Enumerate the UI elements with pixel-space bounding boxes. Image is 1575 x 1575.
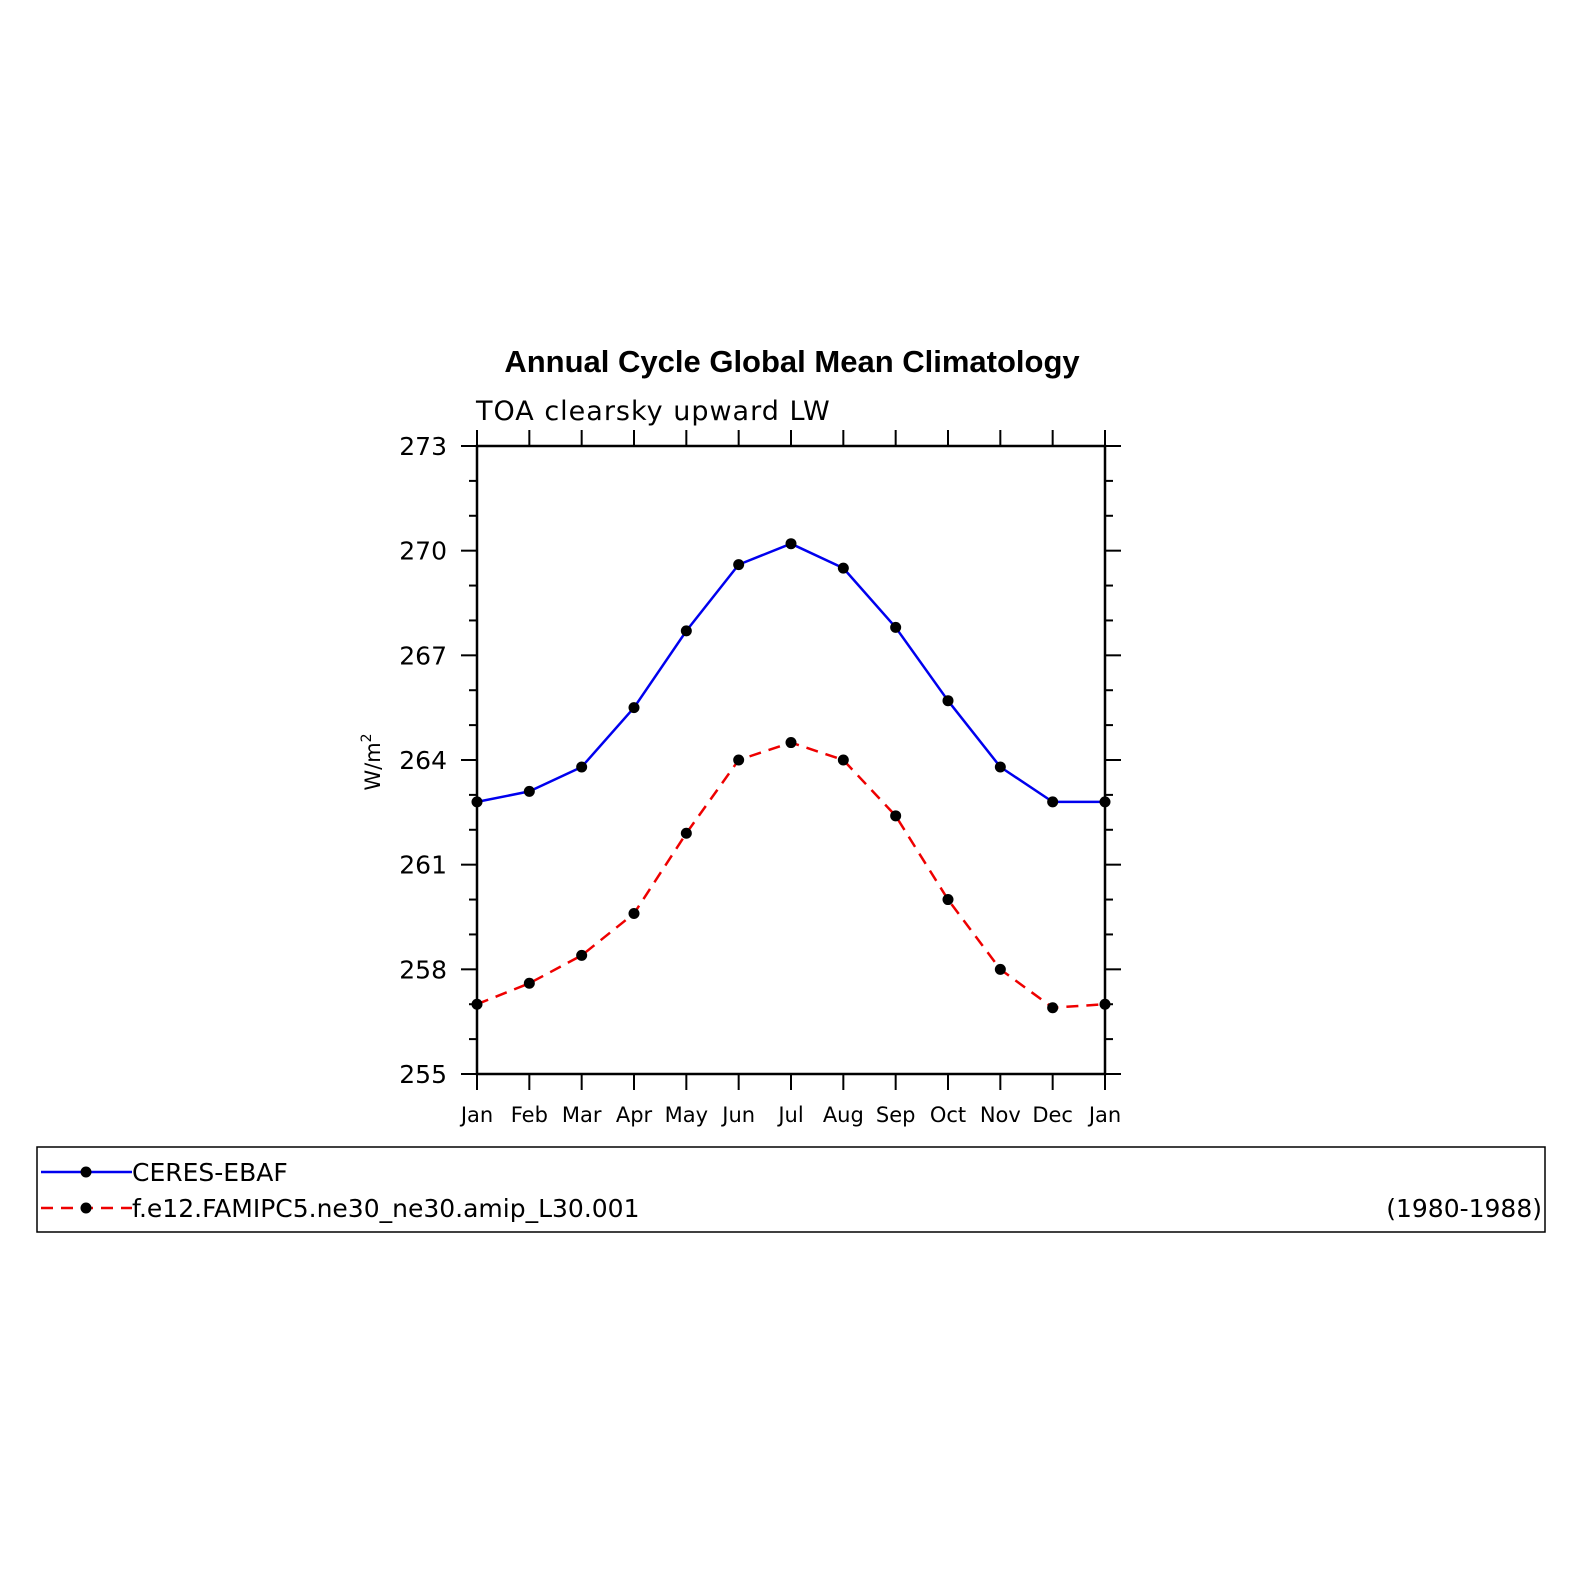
y-tick-label: 258 <box>399 955 447 984</box>
x-tick-label: Jun <box>720 1103 755 1127</box>
series-line-1 <box>476 741 1106 1009</box>
y-axis-label-superscript: 2 <box>359 733 375 742</box>
x-tick-label: Oct <box>930 1103 966 1127</box>
chart-title: Annual Cycle Global Mean Climatology <box>504 344 1080 379</box>
series-0-point <box>837 562 849 574</box>
y-tick-label: 261 <box>399 851 447 880</box>
x-tick-label: Jul <box>776 1103 803 1127</box>
series-0-point <box>680 625 692 637</box>
series-1-point <box>785 737 797 749</box>
series-1-point <box>890 810 902 822</box>
series-1-point <box>994 963 1006 975</box>
x-tick-label: Aug <box>823 1103 864 1127</box>
series-1-point <box>576 949 588 961</box>
x-tick-label: Mar <box>562 1103 602 1127</box>
legend-label-model: f.e12.FAMIPC5.ne30_ne30.amip_L30.001 <box>132 1194 640 1223</box>
legend-box <box>36 1146 1546 1233</box>
legend-marker-model <box>80 1202 92 1214</box>
x-tick-labels: Jan Feb Mar Apr May Jun Jul Aug Sep Oct Nov Dec Jan <box>459 1103 1121 1127</box>
series-0-point <box>576 761 588 773</box>
series-0-point <box>994 761 1006 773</box>
series-layer <box>471 538 1111 1014</box>
x-tick-label: Dec <box>1032 1103 1073 1127</box>
x-tick-label: Jan <box>459 1103 493 1127</box>
legend: CERES-EBAF f.e12.FAMIPC5.ne30_ne30.amip_… <box>36 1146 1546 1233</box>
y-axis-label-text: W/m <box>361 742 385 790</box>
x-tick-label: May <box>665 1103 708 1127</box>
series-1-point <box>523 977 535 989</box>
series-0-point <box>1047 796 1059 808</box>
svg-text:W/m2: W/m2 <box>359 733 385 790</box>
series-1-point <box>733 754 745 766</box>
x-tick-label: Nov <box>980 1103 1021 1127</box>
x-tick-label: Jan <box>1087 1103 1121 1127</box>
series-0-point <box>523 785 535 797</box>
y-tick-label: 264 <box>399 746 447 775</box>
series-1-point <box>942 894 954 906</box>
legend-period-note: (1980-1988) <box>1386 1194 1542 1223</box>
chart-subtitle: TOA clearsky upward LW <box>475 396 831 427</box>
series-1-point <box>837 754 849 766</box>
y-axis-label: W/m2 <box>359 733 385 790</box>
y-tick-labels: 255 258 261 264 267 270 273 <box>399 432 447 1089</box>
y-tick-label: 270 <box>399 537 447 566</box>
x-tick-label: Apr <box>616 1103 653 1127</box>
plot-frame <box>475 444 1107 1076</box>
x-tick-label: Sep <box>876 1103 916 1127</box>
series-0-point <box>628 702 640 714</box>
legend-marker-ceres <box>80 1166 92 1178</box>
legend-label-ceres: CERES-EBAF <box>132 1158 288 1187</box>
series-0-point <box>890 621 902 633</box>
y-tick-label: 267 <box>399 641 447 670</box>
axis-ticks <box>461 430 1121 1090</box>
series-0-point <box>942 695 954 707</box>
series-1-point <box>628 908 640 920</box>
series-1-point <box>1047 1002 1059 1014</box>
series-0-point <box>785 538 797 550</box>
series-line-0 <box>476 542 1105 804</box>
y-tick-label: 255 <box>399 1060 447 1089</box>
series-1-point <box>680 827 692 839</box>
x-tick-label: Feb <box>511 1103 548 1127</box>
y-tick-label: 273 <box>399 432 447 461</box>
series-0-point <box>733 559 745 571</box>
